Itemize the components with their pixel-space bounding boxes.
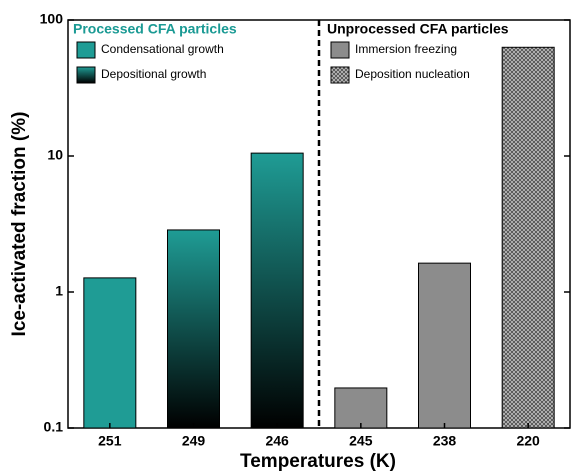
bar: [501, 46, 555, 429]
y-axis-title: Ice-activated fraction (%): [9, 112, 30, 337]
y-tick-label: 0.1: [44, 419, 64, 435]
bar: [250, 152, 304, 429]
x-tick-label: 245: [349, 433, 373, 449]
x-tick-label: 246: [265, 433, 289, 449]
legend-swatch: [76, 41, 96, 59]
bar: [167, 229, 220, 429]
x-tick-label: 220: [516, 433, 540, 449]
legend-label: Deposition nucleation: [355, 67, 470, 81]
legend-label: Immersion freezing: [355, 42, 457, 56]
bar: [334, 387, 388, 429]
x-tick-label: 249: [182, 433, 206, 449]
legend-swatch: [76, 66, 96, 84]
y-tick-label: 100: [40, 11, 64, 27]
bar: [418, 262, 471, 429]
bar: [83, 277, 137, 429]
x-tick-label: 238: [433, 433, 457, 449]
legend-label: Depositional growth: [101, 67, 206, 81]
legend-swatch: [330, 41, 350, 59]
x-axis-title: Temperatures (K): [240, 451, 396, 472]
group-label: Unprocessed CFA particles: [327, 21, 509, 37]
x-tick-label: 251: [98, 433, 122, 449]
legend-label: Condensational growth: [101, 42, 224, 56]
legend-swatch: [330, 66, 350, 84]
y-tick-label: 10: [47, 147, 63, 163]
group-label: Processed CFA particles: [73, 21, 237, 37]
y-tick-label: 1: [55, 283, 63, 299]
